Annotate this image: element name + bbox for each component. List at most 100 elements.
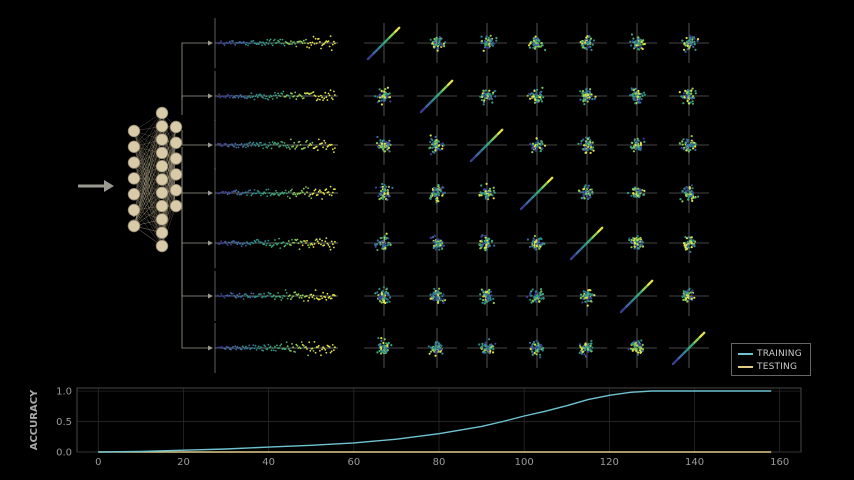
- identity-point: [551, 176, 554, 179]
- row-plot-point: [286, 195, 289, 198]
- pair-plot-point: [479, 191, 482, 194]
- pair-plot-point: [685, 195, 688, 198]
- pair-plot-point: [536, 88, 539, 91]
- row-plot-point: [246, 241, 248, 244]
- network-connection: [133, 166, 163, 211]
- pair-plot-point: [632, 341, 635, 344]
- pair-plot-point: [531, 147, 534, 150]
- row-plot-point: [310, 144, 313, 146]
- pair-plot-point: [435, 44, 438, 47]
- row-plot-point: [281, 38, 284, 41]
- row-plot-point: [324, 296, 327, 299]
- pair-plot-point: [487, 36, 490, 39]
- pair-plot-point: [486, 46, 489, 49]
- pair-plot-point: [582, 138, 585, 141]
- row-plot-point: [231, 143, 233, 146]
- pair-plot-point: [440, 187, 443, 191]
- row-plot-point: [330, 350, 333, 353]
- pair-plot-point: [636, 247, 640, 250]
- pair-plot-point: [535, 39, 538, 42]
- row-plot-point: [313, 42, 316, 45]
- legend-item-training: TRAINING: [738, 347, 802, 360]
- pair-plot-point: [432, 246, 435, 249]
- row-plot-point: [308, 341, 311, 344]
- pair-plot-point: [580, 293, 583, 296]
- input-neuron: [127, 140, 141, 154]
- pair-scatter-plot: [467, 223, 507, 263]
- row-plot-point: [302, 344, 305, 347]
- pair-plot-point: [429, 134, 432, 137]
- pair-plot-point: [586, 343, 589, 346]
- pair-plot-point: [580, 349, 583, 352]
- row-plot-point: [324, 41, 327, 44]
- pair-plot-point: [637, 187, 640, 190]
- connector-arrowhead: [208, 142, 213, 148]
- pair-plot-point: [633, 348, 636, 351]
- row-plot-point: [323, 139, 326, 142]
- pair-plot-point: [589, 348, 592, 351]
- pair-plot-point: [490, 43, 494, 47]
- row-plot-point: [276, 97, 278, 99]
- pair-plot-point: [528, 46, 532, 49]
- pair-plot-point: [643, 193, 646, 196]
- row-plot-point: [284, 289, 287, 291]
- accuracy-chart: 0 20 40 60 80 100 120 140 160 0.0 0.5 1.0 ACCURACY: [29, 387, 802, 468]
- pair-plot-point: [441, 352, 444, 355]
- pair-plot-point: [488, 345, 492, 348]
- row-plot-point: [316, 98, 319, 100]
- row-plot-point: [267, 98, 270, 101]
- row-plot-point: [234, 44, 237, 46]
- row-plot-point: [231, 347, 233, 349]
- row-plot-point: [265, 188, 268, 191]
- pair-plot-point: [436, 241, 440, 244]
- row-plot-point: [314, 289, 317, 291]
- input-neuron: [127, 156, 141, 169]
- pair-plot-point: [380, 142, 384, 145]
- pair-plot-point: [581, 92, 584, 95]
- row-plot-point: [266, 242, 269, 245]
- pair-plot-point: [633, 340, 636, 343]
- row-plot-point: [297, 242, 300, 245]
- pair-plot-point: [694, 48, 697, 51]
- row-plot-point: [239, 94, 242, 96]
- row-plot-point: [264, 97, 267, 100]
- pair-plot-point: [488, 89, 491, 92]
- row-plot-point: [320, 94, 322, 97]
- pair-plot-point: [540, 297, 543, 300]
- row-plot-point: [228, 294, 231, 297]
- row-plot-point: [326, 99, 329, 101]
- pair-plot-point: [442, 144, 445, 147]
- pair-plot-point: [639, 147, 642, 150]
- row-plot-point: [328, 94, 331, 97]
- row-plot-point: [266, 195, 269, 198]
- row-plot-point: [269, 244, 272, 247]
- row-plot-point: [240, 295, 243, 298]
- pair-plot-point: [538, 146, 542, 149]
- pair-plot-point: [636, 235, 639, 238]
- row-plot-point: [243, 41, 246, 44]
- pair-scatter-plot: [517, 223, 557, 263]
- row-plot-point: [322, 99, 324, 101]
- row-plot-point: [232, 96, 234, 99]
- pair-plot-point: [485, 243, 488, 247]
- row-plot-point: [251, 347, 254, 349]
- row-plot-point: [272, 244, 275, 246]
- pair-plot-point: [639, 143, 643, 146]
- row-plot-point: [254, 344, 257, 347]
- pair-plot-point: [385, 287, 388, 290]
- row-plot-point: [314, 95, 317, 98]
- row-plot-point: [307, 244, 309, 247]
- row-plot-point: [254, 42, 257, 45]
- row-plot-point: [289, 197, 291, 200]
- pair-plot-point: [490, 240, 494, 243]
- pair-plot-point: [380, 89, 383, 92]
- pair-plot-point: [384, 92, 387, 95]
- pair-plot-point: [540, 98, 543, 101]
- row-plot-point: [237, 241, 240, 244]
- row-plot-point: [309, 244, 312, 246]
- pair-plot-point: [377, 294, 380, 297]
- row-plot-point: [310, 293, 313, 296]
- hidden-neuron: [155, 239, 169, 253]
- pair-plot-point: [630, 44, 633, 47]
- pair-plot-point: [434, 354, 437, 357]
